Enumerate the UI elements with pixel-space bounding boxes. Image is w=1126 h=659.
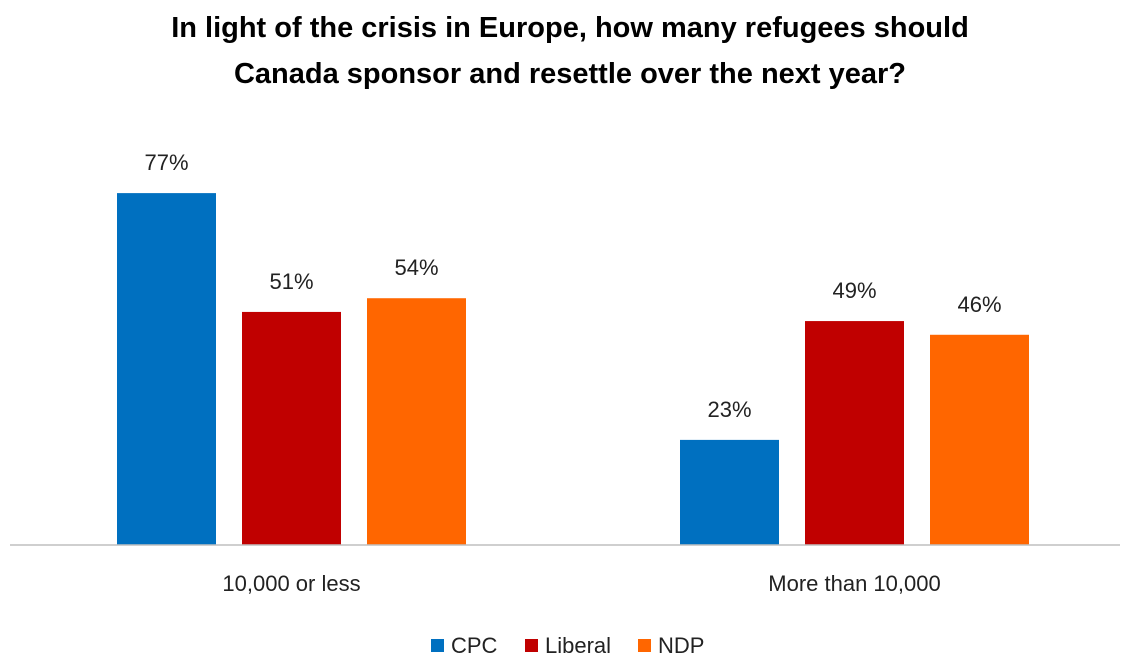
legend-label-ndp: NDP: [658, 633, 704, 658]
chart-title-line-1: In light of the crisis in Europe, how ma…: [171, 12, 969, 44]
data-label-liberal-10-000-or-less: 51%: [269, 269, 313, 294]
bar-cpc-10-000-or-less: [117, 193, 216, 546]
bar-ndp-10-000-or-less: [367, 298, 466, 545]
category-label-10-000-or-less: 10,000 or less: [222, 571, 360, 596]
category-label-more-than-10-000: More than 10,000: [768, 571, 940, 596]
bar-liberal-10-000-or-less: [242, 311, 341, 545]
data-label-ndp-more-than-10-000: 46%: [957, 292, 1001, 317]
category-labels-group: 10,000 or less More than 10,000: [222, 571, 940, 596]
legend-label-liberal: Liberal: [545, 633, 611, 658]
data-label-cpc-10-000-or-less: 77%: [144, 150, 188, 175]
chart-title-line-2: Canada sponsor and resettle over the nex…: [234, 58, 906, 90]
legend-swatch-ndp: [638, 639, 651, 652]
bar-labels-group: 77% 51% 54% 23% 49% 46%: [144, 150, 1001, 422]
data-label-liberal-more-than-10-000: 49%: [832, 278, 876, 303]
bars-group: [117, 193, 1029, 546]
bar-ndp-more-than-10-000: [930, 334, 1029, 545]
legend: CPC Liberal NDP: [431, 633, 704, 658]
legend-swatch-liberal: [525, 639, 538, 652]
legend-swatch-cpc: [431, 639, 444, 652]
data-label-cpc-more-than-10-000: 23%: [707, 397, 751, 422]
bar-cpc-more-than-10-000: [680, 439, 779, 545]
legend-label-cpc: CPC: [451, 633, 498, 658]
data-label-ndp-10-000-or-less: 54%: [394, 255, 438, 280]
bar-liberal-more-than-10-000: [805, 321, 904, 545]
